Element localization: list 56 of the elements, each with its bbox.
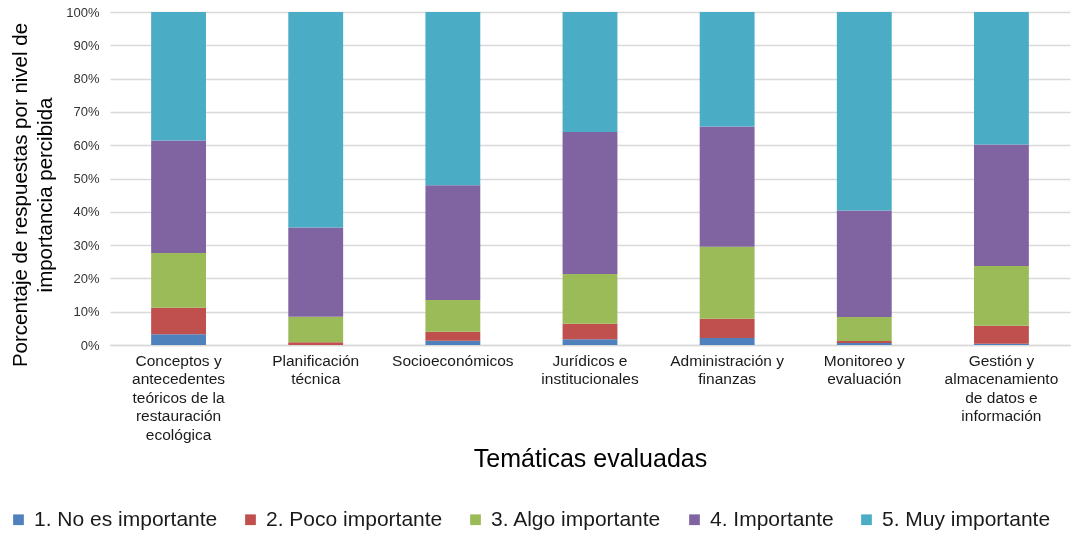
y-tick-label: 50% xyxy=(73,171,100,186)
bar xyxy=(562,339,618,345)
bar xyxy=(699,126,755,247)
bar xyxy=(288,342,344,345)
bar xyxy=(151,12,206,141)
bar xyxy=(974,12,1029,145)
x-tick-label: Administración y finanzas xyxy=(670,351,785,387)
bar xyxy=(151,307,206,335)
bar xyxy=(562,323,618,340)
bar xyxy=(836,12,892,211)
x-tick-label: Monitoreo y evaluación xyxy=(823,351,906,387)
bar xyxy=(562,274,618,324)
y-tick-label: 70% xyxy=(73,104,100,120)
legend-label: 1. No es importante xyxy=(34,506,218,530)
bar xyxy=(425,185,481,301)
bar xyxy=(974,266,1029,326)
legend-label: 3. Algo importante xyxy=(491,506,661,530)
bar xyxy=(425,340,481,345)
x-tick-label: Conceptos y antecedentes teóricos de la restauración ecológica xyxy=(132,351,226,443)
x-tick-label: Jurídicos e institucionales xyxy=(541,351,639,387)
bar xyxy=(699,318,755,339)
bar xyxy=(699,338,755,345)
bar xyxy=(699,246,755,319)
bar xyxy=(699,12,755,127)
y-tick-label: 60% xyxy=(73,137,100,153)
y-tick-label: 30% xyxy=(73,237,100,253)
bar xyxy=(288,12,344,228)
legend-label: 4. Importante xyxy=(710,506,834,530)
y-tick-label: 10% xyxy=(73,304,100,320)
bar xyxy=(288,227,344,317)
bar xyxy=(562,131,618,275)
bar xyxy=(974,144,1029,267)
bar xyxy=(974,325,1029,344)
y-tick-label: 40% xyxy=(73,204,100,220)
y-tick-label: 80% xyxy=(73,71,100,87)
bar xyxy=(151,140,206,254)
legend-label: 2. Poco importante xyxy=(266,506,443,530)
bar xyxy=(562,12,618,132)
bar xyxy=(425,12,481,186)
bar xyxy=(836,210,892,318)
x-tick-label: Gestión y almacenamiento de datos e información xyxy=(944,351,1059,424)
bar xyxy=(151,334,206,345)
x-tick-label: Planificación técnica xyxy=(272,351,360,387)
x-tick-label: Socioeconómicos xyxy=(392,351,514,369)
y-tick-label: 0% xyxy=(80,337,100,353)
bar xyxy=(425,331,481,341)
y-tick-label: 20% xyxy=(73,270,100,286)
bar xyxy=(151,253,206,308)
y-axis-title: Porcentaje de respuestas por nivel de importancia percibida xyxy=(8,22,57,368)
bar xyxy=(288,316,344,343)
x-axis-title: Temáticas evaluadas xyxy=(473,444,708,472)
y-tick-label: 90% xyxy=(73,37,100,53)
bar xyxy=(425,300,481,332)
bar xyxy=(836,317,892,341)
legend-label: 5. Muy importante xyxy=(882,506,1051,530)
y-tick-label: 100% xyxy=(66,4,100,20)
